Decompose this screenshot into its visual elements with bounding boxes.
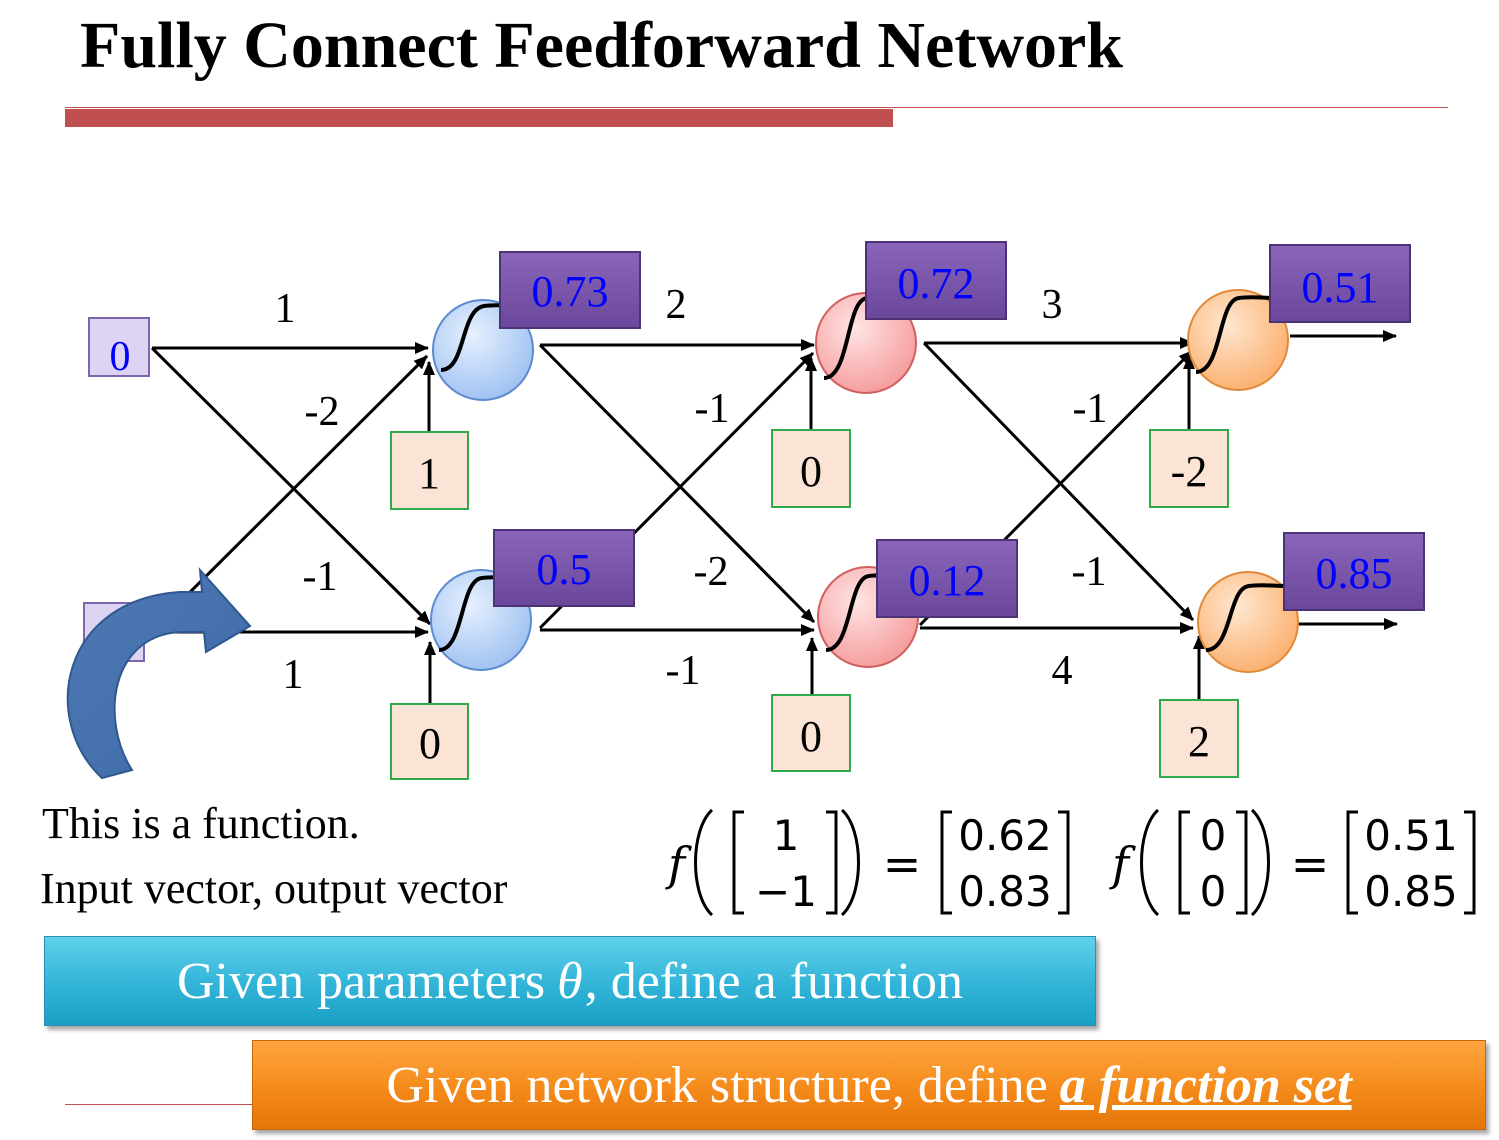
edge-in1-h2	[152, 348, 430, 624]
formula-eq: =	[1291, 837, 1330, 891]
edge-in2-h1	[152, 356, 427, 630]
input-value-1: 0	[110, 334, 131, 380]
paren-right	[1252, 810, 1269, 915]
paren-left	[1142, 810, 1159, 915]
activation-value: 0.73	[532, 267, 609, 316]
weight-label: -1	[1073, 386, 1108, 432]
banner-parameters: Given parameters θ , define a function	[44, 936, 1096, 1026]
weight-label: -1	[303, 554, 338, 600]
bias-value: 0	[800, 447, 822, 496]
footer-rule	[65, 1104, 255, 1105]
weight-label: -2	[305, 389, 340, 435]
activation-box-layer3-2: 0.85	[1284, 533, 1424, 610]
input-node-1: 0	[89, 318, 149, 380]
bracket-left	[1180, 812, 1190, 913]
weight-label: 2	[666, 282, 687, 328]
formula-fn: f	[1109, 837, 1136, 891]
bracket-right	[1058, 812, 1068, 913]
bias-box-layer1-2: 0	[391, 704, 468, 779]
bracket-right	[826, 812, 836, 913]
caption-line-2: Input vector, output vector	[40, 863, 507, 914]
weight-label: 1	[283, 652, 304, 698]
activation-value: 0.12	[909, 556, 986, 605]
theta-symbol: θ	[557, 952, 583, 1011]
weight-label: -1	[1072, 549, 1107, 595]
banner-structure-before: Given network structure, define	[386, 1056, 1047, 1115]
paren-left	[696, 810, 713, 915]
caption-line-1: This is a function.	[42, 798, 360, 849]
activation-box-layer2-1: 0.72	[866, 242, 1006, 319]
banner-params-before: Given parameters	[177, 952, 545, 1011]
formula-eq: =	[883, 837, 922, 891]
activation-value: 0.85	[1316, 549, 1393, 598]
bias-box-layer3-1: -2	[1150, 430, 1228, 507]
bias-box-layer2-1: 0	[772, 430, 850, 507]
activation-box-layer3-1: 0.51	[1270, 245, 1410, 322]
bias-box-layer3-2: 2	[1160, 700, 1238, 777]
formula-output-1: 0.83	[958, 867, 1052, 916]
bracket-right	[1236, 812, 1246, 913]
bias-value: 0	[800, 712, 822, 761]
activation-value: 0.51	[1302, 263, 1379, 312]
activation-box-layer2-2: 0.12	[877, 540, 1017, 617]
weight-label: 1	[275, 286, 296, 332]
bias-box-layer2-2: 0	[772, 695, 850, 771]
weight-label: 4	[1052, 648, 1073, 694]
bias-box-layer1-1: 1	[391, 432, 468, 509]
formula-input-1: −1	[755, 867, 817, 916]
banner-structure-emphasis: a function set	[1060, 1056, 1352, 1115]
formula-input-1: 0	[1200, 867, 1227, 916]
weight-label: 3	[1042, 282, 1063, 328]
paren-right	[842, 810, 859, 915]
bias-value: -2	[1171, 447, 1208, 496]
weight-label: -1	[666, 648, 701, 694]
bias-value: 0	[419, 719, 441, 768]
bracket-left	[942, 812, 952, 913]
formula-output-1: 0.85	[1364, 867, 1458, 916]
banner-params-after: , define a function	[585, 952, 963, 1011]
formula-output-0: 0.62	[958, 811, 1052, 860]
banner-structure: Given network structure, define a functi…	[252, 1040, 1486, 1130]
weight-label: -1	[695, 386, 730, 432]
activation-box-layer1-2: 0.5	[494, 530, 634, 606]
activation-value: 0.5	[537, 545, 592, 594]
connections-input-layer1	[152, 348, 430, 632]
bracket-left	[1348, 812, 1358, 913]
activation-value: 0.72	[898, 259, 975, 308]
weight-label: -2	[694, 549, 729, 595]
formula-input-0: 0	[1200, 811, 1227, 860]
formula-2: f 0 0 = 0.51 0.85	[1109, 810, 1474, 916]
formula-output-0: 0.51	[1364, 811, 1458, 860]
bracket-right	[1464, 812, 1474, 913]
formula-fn: f	[665, 837, 692, 891]
bias-value: 1	[418, 449, 440, 498]
formula-1: f 1 −1 = 0.62 0.83	[665, 810, 1068, 916]
activation-box-layer1-1: 0.73	[500, 252, 640, 328]
formula-input-0: 1	[773, 811, 800, 860]
curved-arrow-icon	[68, 570, 250, 778]
bias-value: 2	[1188, 717, 1210, 766]
bracket-left	[734, 812, 744, 913]
